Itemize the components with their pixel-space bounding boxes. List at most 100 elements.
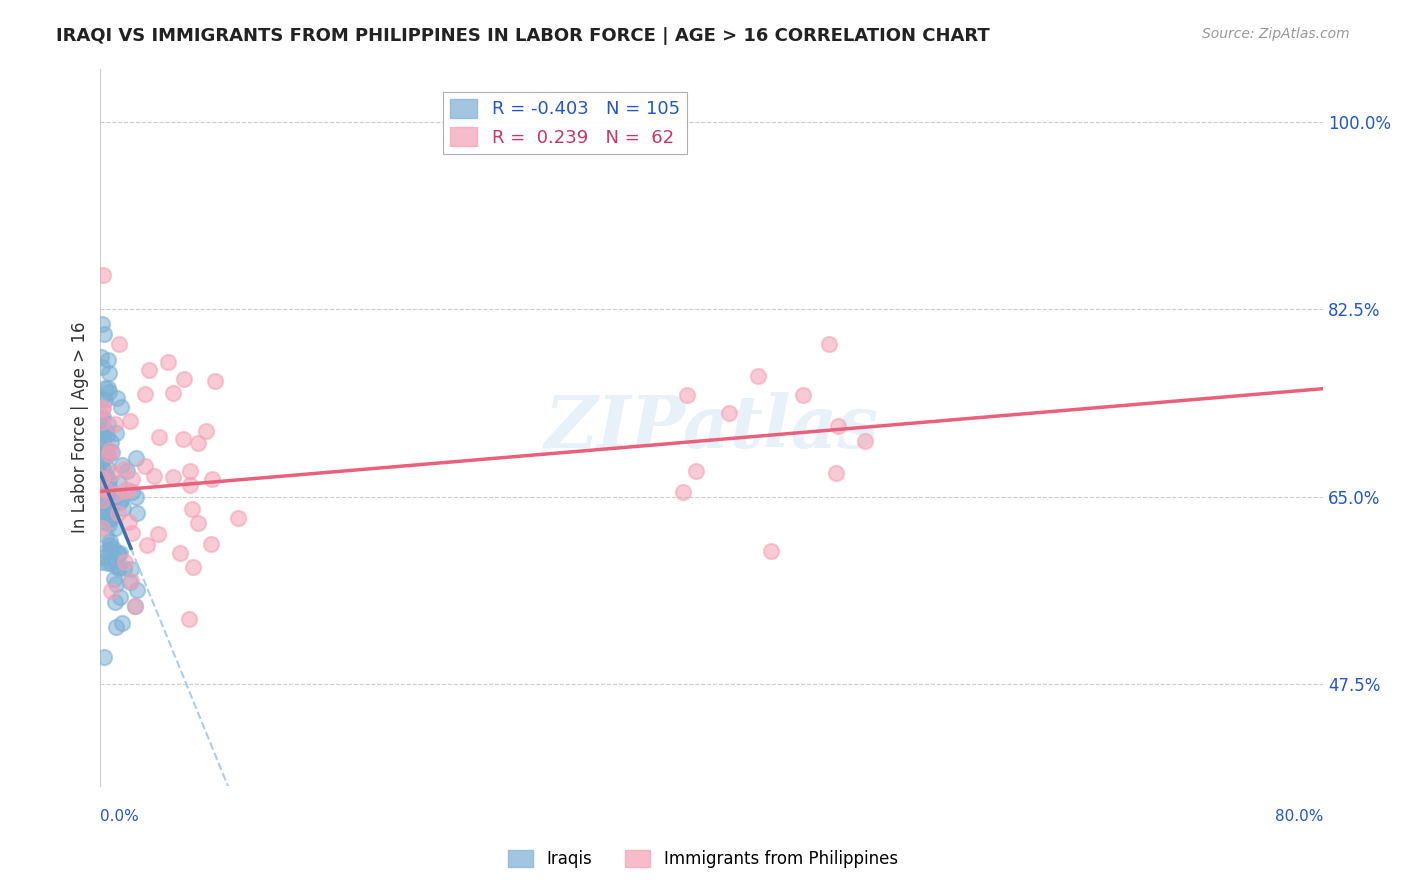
Point	[98, 504, 121, 518]
Point	[90, 555, 112, 569]
Point	[90, 441, 112, 455]
Point	[91, 433, 114, 447]
Point	[96, 483, 118, 498]
Point	[91, 425, 114, 439]
Point	[169, 546, 191, 560]
Point	[100, 537, 122, 551]
Point	[183, 559, 205, 574]
Point	[96, 498, 118, 512]
Point	[94, 392, 117, 407]
Point	[136, 538, 159, 552]
Point	[91, 488, 114, 502]
Point	[142, 468, 165, 483]
Point	[120, 562, 142, 576]
Text: 0.0%: 0.0%	[100, 809, 139, 824]
Point	[90, 411, 112, 425]
Point	[172, 432, 194, 446]
Point	[93, 326, 115, 341]
Point	[94, 445, 117, 459]
Point	[672, 484, 695, 499]
Point	[110, 491, 132, 506]
Point	[103, 572, 125, 586]
Point	[107, 507, 129, 521]
Point	[90, 360, 112, 375]
Point	[97, 448, 120, 462]
Point	[97, 367, 120, 381]
Point	[93, 487, 115, 501]
Point	[107, 548, 129, 562]
Point	[110, 495, 132, 509]
Y-axis label: In Labor Force | Age > 16: In Labor Force | Age > 16	[72, 321, 89, 533]
Point	[94, 503, 117, 517]
Point	[93, 410, 115, 425]
Point	[94, 529, 117, 543]
Point	[93, 502, 115, 516]
Point	[104, 417, 127, 432]
Point	[103, 487, 125, 501]
Point	[90, 351, 112, 365]
Point	[747, 368, 769, 383]
Point	[97, 417, 120, 432]
Point	[96, 497, 118, 511]
Point	[97, 556, 120, 570]
Point	[90, 415, 112, 429]
Point	[97, 381, 120, 395]
Point	[124, 599, 146, 613]
Point	[125, 506, 148, 520]
Point	[103, 541, 125, 555]
Legend: R = -0.403   N = 105, R =  0.239   N =  62: R = -0.403 N = 105, R = 0.239 N = 62	[443, 92, 688, 154]
Point	[118, 575, 141, 590]
Point	[156, 355, 179, 369]
Point	[98, 543, 121, 558]
Point	[125, 582, 148, 597]
Point	[110, 400, 132, 414]
Point	[761, 543, 783, 558]
Point	[124, 599, 146, 613]
Point	[173, 372, 195, 386]
Point	[94, 498, 117, 512]
Point	[91, 521, 114, 535]
Point	[90, 392, 112, 406]
Point	[98, 516, 121, 531]
Point	[121, 472, 143, 486]
Point	[94, 543, 117, 558]
Point	[93, 450, 115, 464]
Point	[91, 401, 114, 415]
Text: ZIPatlas: ZIPatlas	[544, 392, 879, 463]
Point	[108, 337, 131, 351]
Point	[91, 488, 114, 502]
Point	[181, 501, 204, 516]
Point	[112, 561, 135, 575]
Point	[97, 353, 120, 368]
Point	[91, 462, 114, 476]
Point	[134, 458, 156, 473]
Point	[108, 476, 131, 491]
Point	[91, 493, 114, 508]
Point	[120, 414, 142, 428]
Point	[97, 508, 120, 523]
Point	[94, 495, 117, 509]
Point	[93, 496, 115, 510]
Point	[90, 426, 112, 441]
Point	[90, 402, 112, 417]
Point	[114, 555, 136, 569]
Legend: Iraqis, Immigrants from Philippines: Iraqis, Immigrants from Philippines	[502, 843, 904, 875]
Point	[90, 471, 112, 485]
Point	[94, 442, 117, 456]
Point	[125, 451, 148, 466]
Point	[97, 474, 120, 488]
Point	[204, 375, 226, 389]
Point	[162, 385, 184, 400]
Point	[115, 464, 138, 478]
Point	[138, 362, 160, 376]
Point	[104, 620, 127, 634]
Point	[827, 418, 849, 433]
Point	[853, 434, 876, 449]
Point	[93, 549, 115, 564]
Point	[125, 491, 148, 505]
Point	[112, 501, 135, 516]
Point	[100, 435, 122, 450]
Text: Source: ZipAtlas.com: Source: ZipAtlas.com	[1202, 27, 1350, 41]
Point	[187, 436, 209, 450]
Point	[97, 447, 120, 461]
